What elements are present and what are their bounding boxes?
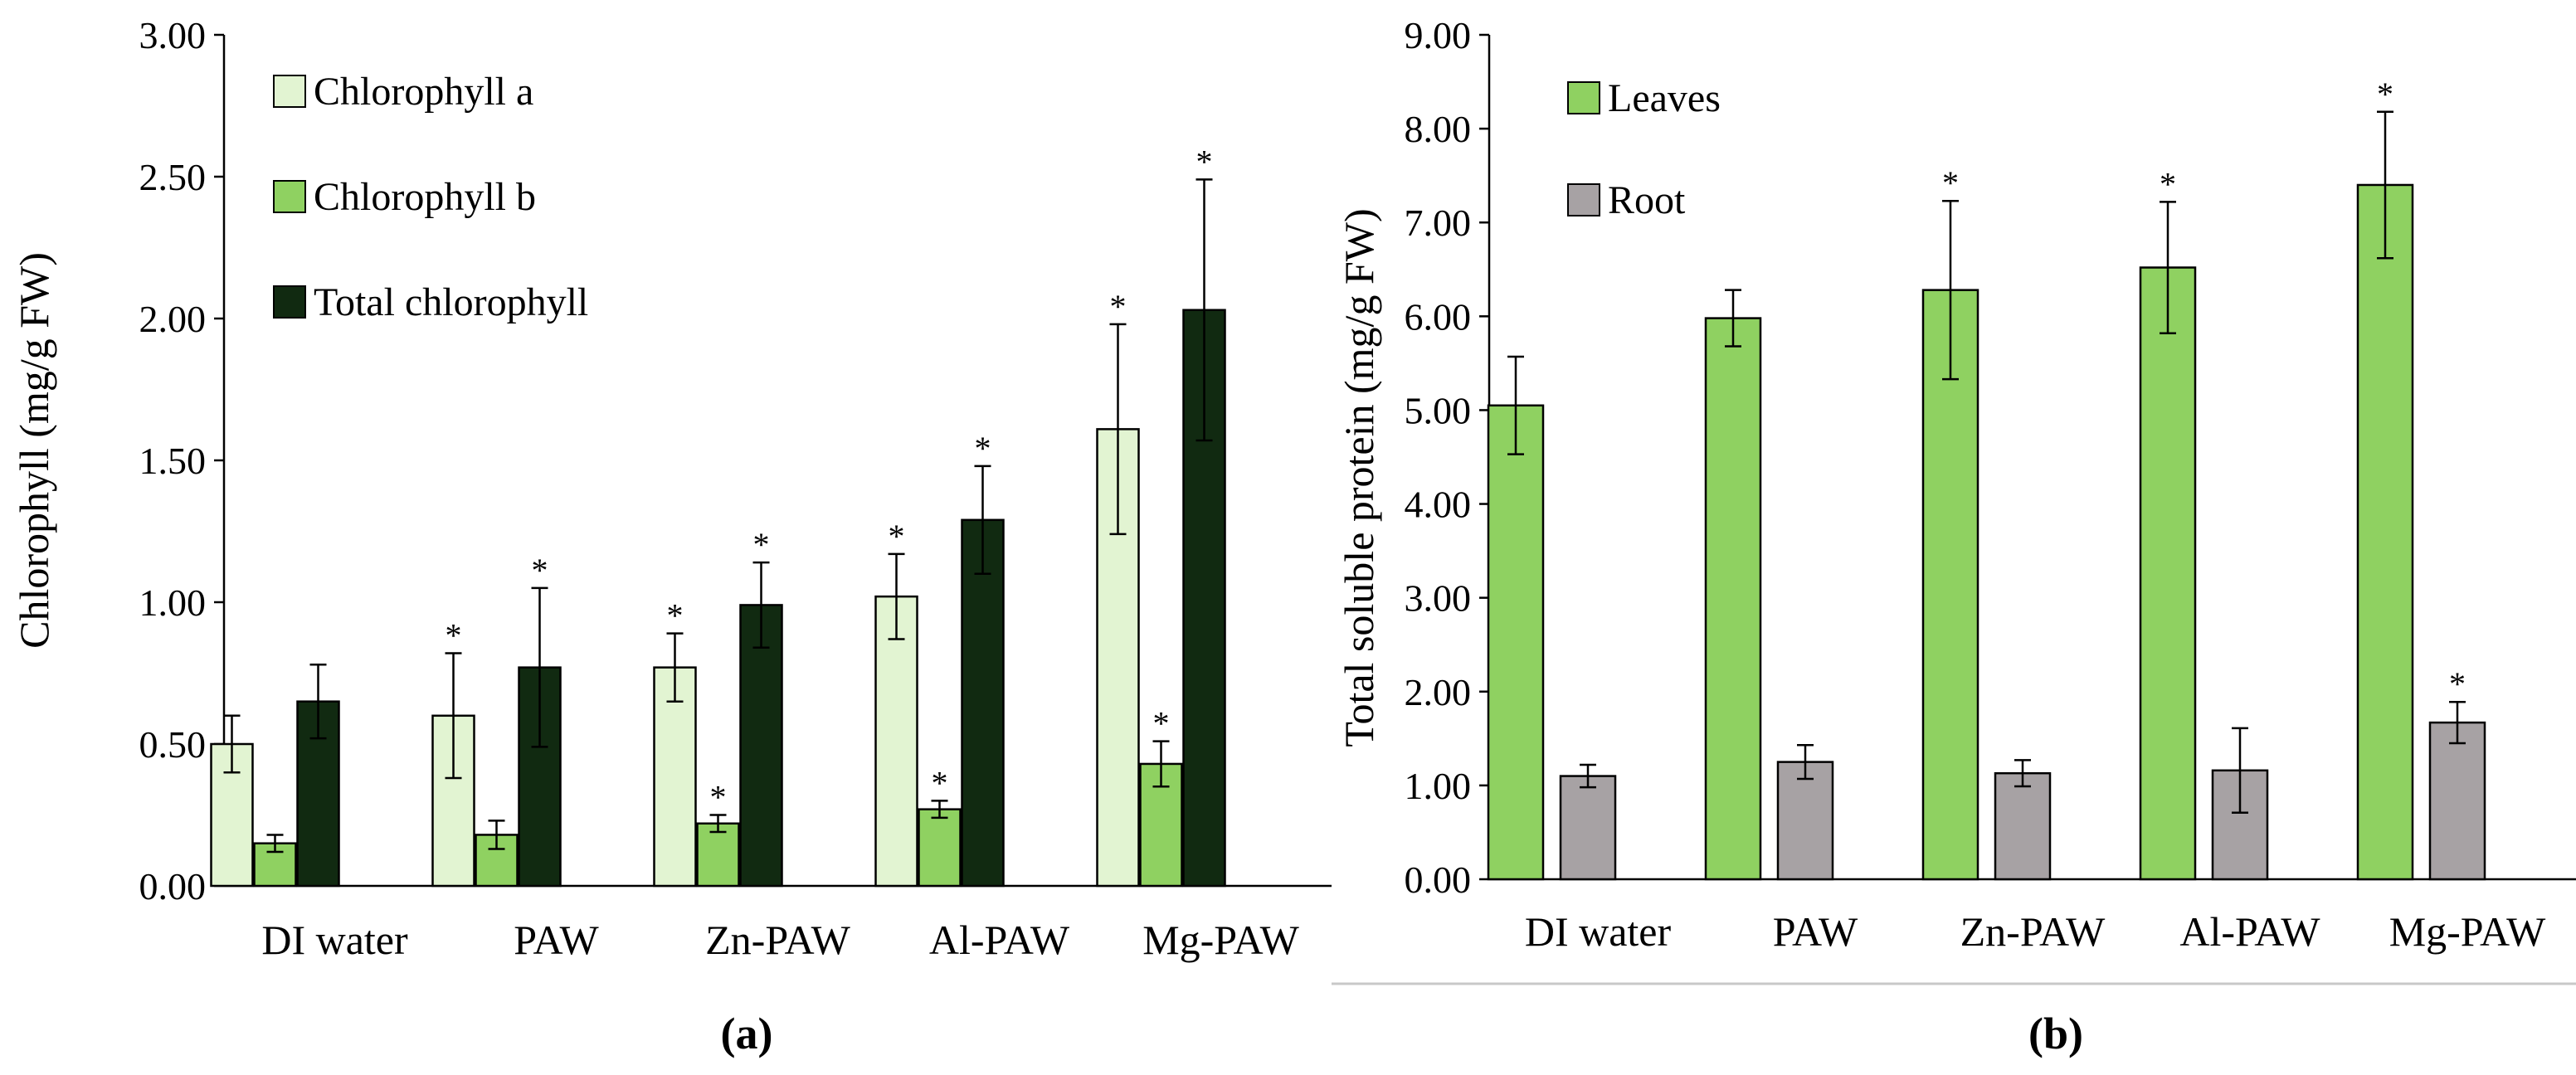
panel-b-label: (b) <box>2028 1009 2083 1058</box>
significance-mark-a: * <box>975 430 991 467</box>
bar-a-s0-c1 <box>431 714 475 888</box>
y-tick-label-b: 1.00 <box>1405 765 1472 807</box>
x-tick-label-b: DI water <box>1525 908 1672 955</box>
bar-b-s0-c0 <box>1487 404 1545 881</box>
bar-a-s1-c3 <box>918 808 962 888</box>
bar-a-s1-c2 <box>696 822 740 888</box>
y-tick-label-b: 3.00 <box>1405 577 1472 620</box>
legend-swatch-a-2 <box>273 285 306 319</box>
y-tick-label-a: 2.50 <box>139 156 207 198</box>
significance-mark-b: * <box>2160 165 2176 202</box>
bar-a-s0-c3 <box>874 595 918 888</box>
legend-label-a-0: Chlorophyll a <box>314 70 533 114</box>
bar-b-s1-c2 <box>1994 771 2052 881</box>
legend-swatch-b-0 <box>1567 81 1600 114</box>
significance-mark-b: * <box>2377 75 2393 113</box>
x-tick-label-b: Zn-PAW <box>1960 908 2106 955</box>
bar-b-s0-c1 <box>1704 317 1762 881</box>
x-tick-label-b: PAW <box>1773 908 1858 955</box>
legend-label-b-1: Root <box>1608 178 1686 222</box>
x-tick-label-a: Al-PAW <box>929 917 1070 963</box>
bar-a-s2-c2 <box>739 604 783 888</box>
bar-a-s2-c3 <box>961 518 1005 888</box>
x-tick-label-a: DI water <box>261 917 408 963</box>
y-tick-label-a: 0.00 <box>139 865 207 907</box>
bar-b-s1-c0 <box>1559 775 1617 881</box>
significance-mark-b: * <box>1942 164 1959 202</box>
y-tick-label-a: 2.00 <box>139 298 207 340</box>
bar-b-s1-c1 <box>1776 761 1834 881</box>
significance-mark-a: * <box>446 617 462 654</box>
bar-b-s0-c3 <box>2139 266 2197 881</box>
panel-b-ylabel: Total soluble protein (mg/g FW) <box>1336 208 1382 747</box>
legend-label-a-2: Total chlorophyll <box>314 280 588 324</box>
x-tick-label-b: Al-PAW <box>2179 908 2320 955</box>
y-tick-label-b: 9.00 <box>1405 14 1472 56</box>
chart-panel-b: Total soluble protein (mg/g FW) (b) 0.00… <box>1336 14 2576 1058</box>
y-tick-label-b: 6.00 <box>1405 295 1472 338</box>
panel-a-label: (a) <box>721 1009 773 1058</box>
y-tick-label-b: 5.00 <box>1405 389 1472 431</box>
significance-mark-a: * <box>753 526 770 563</box>
y-tick-label-b: 0.00 <box>1405 859 1472 901</box>
y-tick-label-b: 2.00 <box>1405 671 1472 713</box>
significance-mark-a: * <box>1153 705 1170 742</box>
legend-swatch-a-0 <box>273 75 306 108</box>
significance-mark-a: * <box>667 597 684 635</box>
significance-mark-a: * <box>932 764 948 801</box>
bar-b-s1-c4 <box>2428 721 2486 881</box>
y-tick-label-b: 4.00 <box>1405 484 1472 526</box>
y-tick-label-a: 0.50 <box>139 723 207 766</box>
bar-a-s1-c1 <box>475 834 519 888</box>
y-tick-label-b: 8.00 <box>1405 108 1472 150</box>
chart-panel-a: Chlorophyll (mg/g FW) (a) 0.00 0.50 1.00 1.… <box>11 14 1332 1058</box>
significance-mark-a: * <box>710 779 727 816</box>
significance-mark-a: * <box>889 518 905 555</box>
significance-mark-a: * <box>1110 288 1127 325</box>
legend-swatch-a-1 <box>273 180 306 213</box>
x-tick-label-a: PAW <box>514 917 599 963</box>
legend-label-b-0: Leaves <box>1608 76 1721 120</box>
legend-label-a-1: Chlorophyll b <box>314 175 536 219</box>
panel-a-ylabel: Chlorophyll (mg/g FW) <box>11 252 57 649</box>
legend-swatch-b-1 <box>1567 183 1600 216</box>
y-tick-label-a: 1.00 <box>139 581 207 624</box>
x-tick-label-a: Mg-PAW <box>1142 917 1299 963</box>
significance-mark-a: * <box>532 552 548 589</box>
significance-mark-b: * <box>2449 665 2466 703</box>
significance-mark-a: * <box>1196 143 1213 180</box>
x-tick-label-b: Mg-PAW <box>2389 908 2546 955</box>
y-tick-label-a: 3.00 <box>139 14 207 56</box>
y-tick-label-a: 1.50 <box>139 440 207 482</box>
bar-b-s0-c4 <box>2356 183 2414 881</box>
x-tick-label-a: Zn-PAW <box>705 917 851 963</box>
bar-b-s0-c2 <box>1921 289 1979 881</box>
bar-a-s0-c2 <box>653 666 697 888</box>
y-tick-label-b: 7.00 <box>1405 202 1472 244</box>
